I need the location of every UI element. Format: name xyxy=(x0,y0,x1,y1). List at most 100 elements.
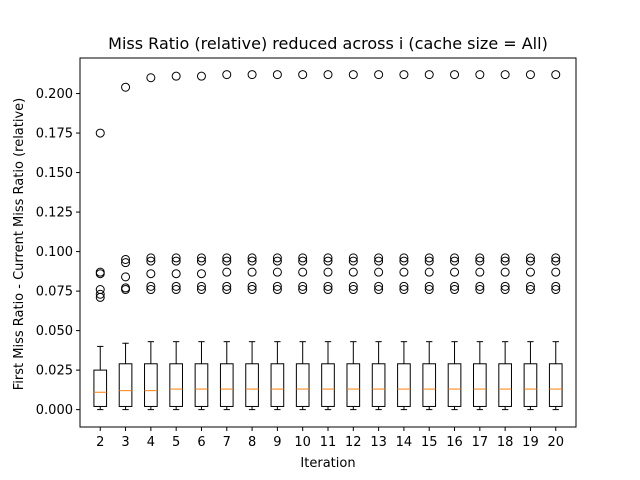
y-tick-label: 0.000 xyxy=(36,403,73,418)
flier-point xyxy=(222,70,232,80)
flier-point xyxy=(551,256,561,266)
flier-point xyxy=(196,269,206,279)
x-tick-label: 8 xyxy=(248,435,256,450)
flier-point xyxy=(247,70,257,80)
flier-point xyxy=(222,281,232,291)
flier-point xyxy=(95,267,105,277)
chart-title: Miss Ratio (relative) reduced across i (… xyxy=(108,34,548,53)
flier-point xyxy=(323,267,333,277)
flier-point xyxy=(450,267,460,277)
flier-point xyxy=(399,253,409,263)
flier-point xyxy=(247,256,257,266)
flier-point xyxy=(450,285,460,295)
x-tick-label: 5 xyxy=(172,435,180,450)
flier-point xyxy=(121,254,131,264)
flier-point xyxy=(525,267,535,277)
flier-point xyxy=(500,256,510,266)
flier-point xyxy=(298,285,308,295)
x-tick-label: 3 xyxy=(121,435,129,450)
y-tick-label: 0.075 xyxy=(36,285,73,300)
flier-point xyxy=(298,70,308,80)
y-tick-label: 0.100 xyxy=(36,245,73,260)
x-tick-label: 9 xyxy=(273,435,281,450)
box xyxy=(194,363,209,407)
box-group-16 xyxy=(447,70,462,411)
box xyxy=(144,363,158,407)
box xyxy=(321,363,335,407)
box xyxy=(93,369,108,407)
box-group-7 xyxy=(219,70,234,411)
flier-point xyxy=(323,253,333,263)
flier-point xyxy=(475,267,485,277)
flier-point xyxy=(500,70,510,80)
box-group-10 xyxy=(295,70,310,411)
box-group-18 xyxy=(498,70,512,411)
flier-point xyxy=(171,253,181,263)
flier-point xyxy=(247,267,257,277)
box-group-5 xyxy=(169,71,183,411)
flier-point xyxy=(348,256,358,266)
flier-point xyxy=(551,281,561,291)
flier-point xyxy=(525,281,535,291)
flier-point xyxy=(551,285,561,295)
flier-point xyxy=(121,283,131,293)
flier-point xyxy=(196,71,206,81)
flier-point xyxy=(500,285,510,295)
box-group-11 xyxy=(321,70,335,411)
flier-point xyxy=(272,281,282,291)
flier-point xyxy=(247,281,257,291)
box xyxy=(523,363,538,407)
flier-point xyxy=(196,253,206,263)
box xyxy=(295,363,310,407)
flier-point xyxy=(222,285,232,295)
flier-point xyxy=(323,281,333,291)
box xyxy=(498,363,512,407)
flier-point xyxy=(424,256,434,266)
flier-point xyxy=(475,285,485,295)
flier-point xyxy=(374,281,384,291)
box-group-9 xyxy=(270,70,285,411)
flier-point xyxy=(196,285,206,295)
flier-point xyxy=(399,70,409,80)
box xyxy=(422,363,437,407)
box xyxy=(447,363,462,407)
flier-point xyxy=(95,128,105,138)
box-group-12 xyxy=(346,70,361,411)
y-axis-label: First Miss Ratio - Current Miss Ratio (r… xyxy=(12,98,27,390)
box xyxy=(548,363,563,407)
flier-point xyxy=(450,281,460,291)
flier-point xyxy=(374,285,384,295)
box-group-4 xyxy=(144,73,158,411)
flier-point xyxy=(450,253,460,263)
flier-point xyxy=(399,256,409,266)
flier-point xyxy=(323,256,333,266)
box-group-14 xyxy=(397,70,411,411)
y-axis: 0.000 0.025 0.050 0.075 0.100 0.125 0.150 0.175… xyxy=(36,87,80,418)
flier-point xyxy=(348,267,358,277)
box xyxy=(346,363,361,407)
flier-point xyxy=(121,82,131,92)
box-group-13 xyxy=(371,70,386,411)
flier-point xyxy=(298,253,308,263)
box xyxy=(473,363,487,407)
flier-point xyxy=(323,70,333,80)
flier-point xyxy=(298,267,308,277)
flier-point xyxy=(196,256,206,266)
box-group-8 xyxy=(245,70,259,411)
box xyxy=(371,363,386,407)
x-tick-label: 20 xyxy=(547,435,564,450)
flier-point xyxy=(500,281,510,291)
flier-point xyxy=(348,285,358,295)
x-tick-label: 2 xyxy=(96,435,104,450)
flier-point xyxy=(348,281,358,291)
flier-point xyxy=(272,267,282,277)
flier-point xyxy=(500,253,510,263)
flier-point xyxy=(374,70,384,80)
flier-point xyxy=(222,253,232,263)
flier-point xyxy=(475,256,485,266)
y-tick-label: 0.200 xyxy=(36,87,73,102)
flier-point xyxy=(348,253,358,263)
flier-point xyxy=(272,253,282,263)
flier-point xyxy=(450,70,460,80)
box-group-19 xyxy=(523,70,538,411)
